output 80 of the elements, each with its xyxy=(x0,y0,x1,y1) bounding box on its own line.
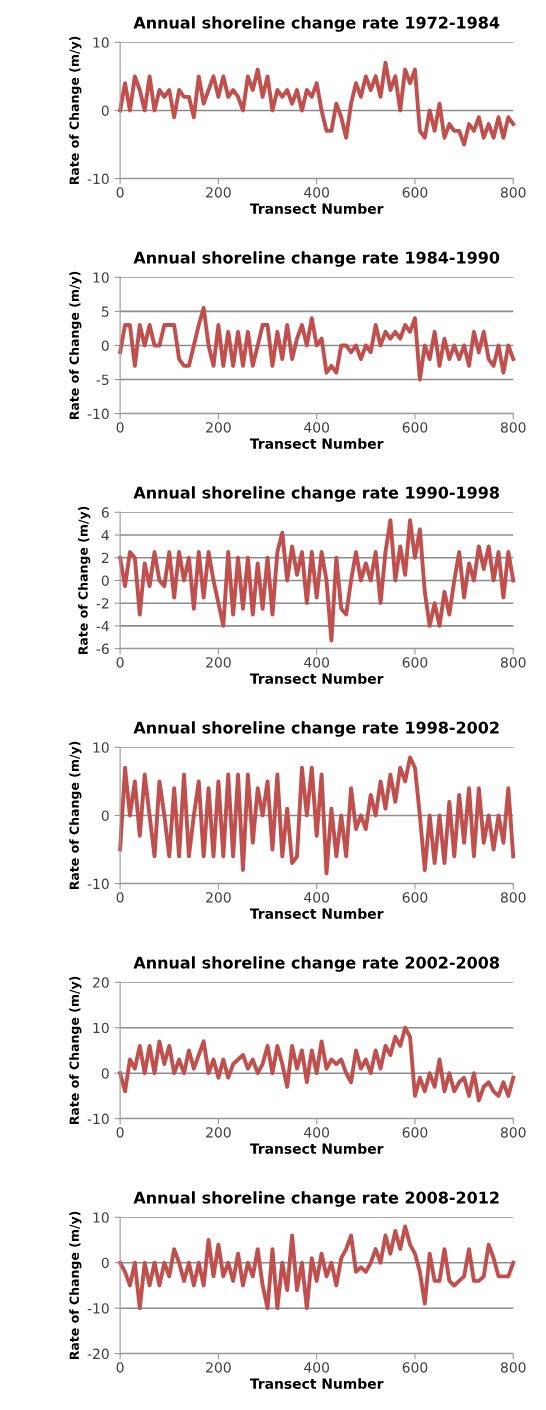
y-axis-title: Rate of Change (m/y) xyxy=(78,506,91,655)
x-tick-label: 800 xyxy=(500,187,526,198)
x-tick-label: 800 xyxy=(500,1362,526,1373)
chart-title: Annual shoreline change rate 1972-1984 xyxy=(133,16,500,32)
y-tick-label: 0 xyxy=(101,1257,109,1269)
x-tick-label: 200 xyxy=(206,1362,231,1373)
x-tick-label: 0 xyxy=(116,1127,124,1138)
y-tick-label: -6 xyxy=(96,643,109,655)
y-tick-label: -10 xyxy=(87,878,109,890)
y-tick-label: 0 xyxy=(101,810,109,821)
y-axis-title: Rate of Change (m/y) xyxy=(69,976,82,1125)
y-tick-label: 0 xyxy=(101,105,109,116)
x-tick-label: 400 xyxy=(304,1362,330,1373)
x-tick-label: 600 xyxy=(402,1127,428,1138)
y-tick-label: -4 xyxy=(96,621,109,632)
y-tick-label: 10 xyxy=(93,1022,109,1034)
y-tick-label: 20 xyxy=(93,977,109,988)
x-tick-label: 0 xyxy=(116,422,124,433)
chart-title: Annual shoreline change rate 2002-2008 xyxy=(133,956,499,972)
x-tick-label: 800 xyxy=(500,422,526,433)
x-axis-title: Transect Number xyxy=(249,203,384,214)
y-axis-title: Rate of Change (m/y) xyxy=(69,1211,82,1360)
chart-title: Annual shoreline change rate 2008-2012 xyxy=(133,1191,499,1207)
x-tick-label: 400 xyxy=(304,1127,330,1138)
y-tick-label: -20 xyxy=(87,1348,109,1360)
y-tick-label: -10 xyxy=(87,173,109,185)
y-tick-label: 6 xyxy=(101,507,109,518)
y-tick-label: 10 xyxy=(93,37,109,48)
x-tick-label: 200 xyxy=(206,187,231,198)
y-tick-label: -10 xyxy=(87,1303,109,1314)
y-tick-label: 10 xyxy=(93,272,109,283)
y-tick-label: 10 xyxy=(93,742,109,753)
x-tick-label: 0 xyxy=(116,657,124,668)
y-tick-label: -10 xyxy=(87,1113,109,1125)
x-tick-label: 200 xyxy=(206,657,231,668)
chart-title: Annual shoreline change rate 1998-2002 xyxy=(133,721,499,737)
x-tick-label: 800 xyxy=(500,892,526,903)
y-tick-label: 10 xyxy=(93,1212,109,1223)
x-tick-label: 200 xyxy=(206,892,231,903)
y-tick-label: 0 xyxy=(101,1068,109,1079)
line-series xyxy=(118,60,516,147)
y-tick-label: -2 xyxy=(96,598,109,609)
x-axis-title: Transect Number xyxy=(249,908,384,919)
x-axis-title: Transect Number xyxy=(249,1143,384,1154)
line-series xyxy=(118,1025,516,1103)
y-tick-label: 2 xyxy=(101,552,109,564)
x-tick-label: 0 xyxy=(116,187,124,198)
line-series xyxy=(118,306,516,382)
y-tick-label: -10 xyxy=(87,408,109,420)
x-tick-label: 800 xyxy=(500,1127,526,1138)
x-tick-label: 400 xyxy=(304,657,330,668)
x-tick-label: 800 xyxy=(500,657,526,668)
y-axis-title: Rate of Change (m/y) xyxy=(69,36,82,185)
chart-title: Annual shoreline change rate 1990-1998 xyxy=(133,486,499,502)
x-axis-title: Transect Number xyxy=(249,1378,384,1389)
x-tick-label: 200 xyxy=(206,422,231,433)
y-tick-label: 0 xyxy=(101,575,109,586)
x-tick-label: 600 xyxy=(402,657,428,668)
x-axis-title: Transect Number xyxy=(249,673,384,684)
x-tick-label: 400 xyxy=(304,892,330,903)
x-tick-label: 200 xyxy=(206,1127,231,1138)
y-tick-label: 4 xyxy=(101,530,109,541)
x-tick-label: 400 xyxy=(304,187,330,198)
y-tick-label: -5 xyxy=(96,374,109,385)
x-tick-label: 400 xyxy=(304,422,330,433)
chart-title: Annual shoreline change rate 1984-1990 xyxy=(133,251,500,267)
y-axis-title: Rate of Change (m/y) xyxy=(69,741,82,890)
x-tick-label: 600 xyxy=(402,1362,428,1373)
line-series xyxy=(118,518,516,643)
line-series xyxy=(118,1224,516,1311)
y-tick-label: 5 xyxy=(101,306,109,317)
x-tick-label: 0 xyxy=(116,892,124,903)
x-tick-label: 600 xyxy=(402,892,428,903)
y-axis-title: Rate of Change (m/y) xyxy=(69,271,82,420)
x-axis-title: Transect Number xyxy=(249,438,384,449)
line-series xyxy=(118,755,516,876)
x-tick-label: 600 xyxy=(402,422,428,433)
y-tick-label: 0 xyxy=(101,340,109,351)
x-tick-label: 0 xyxy=(116,1362,124,1373)
x-tick-label: 600 xyxy=(402,187,428,198)
